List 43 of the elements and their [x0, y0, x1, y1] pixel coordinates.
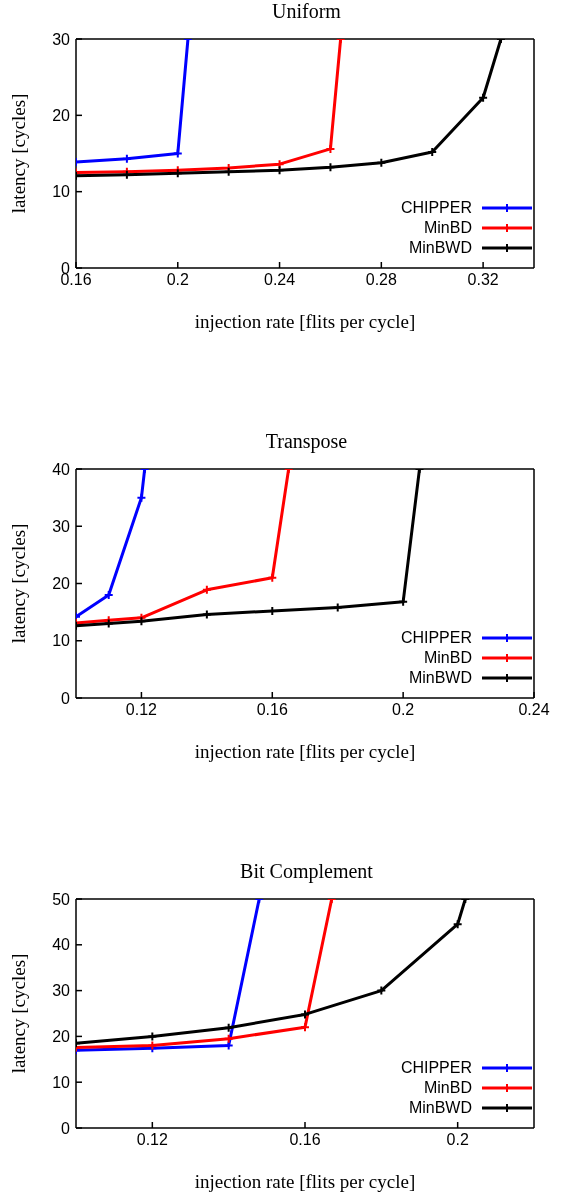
x-tick-label: 0.2 — [446, 1131, 469, 1149]
y-tick-label: 10 — [52, 183, 71, 201]
x-tick-label: 0.12 — [136, 1131, 169, 1149]
x-tick-label: 0.32 — [467, 271, 499, 289]
x-axis-title: injection rate [flits per cycle] — [194, 311, 416, 332]
legend-label: MinBWD — [408, 669, 472, 687]
legend-label: MinBWD — [408, 239, 472, 257]
y-tick-label: 40 — [52, 460, 71, 478]
chart-title: Transpose — [264, 430, 349, 455]
x-tick-label: 0.12 — [125, 701, 158, 719]
y-tick-label: 20 — [52, 1028, 71, 1046]
legend-label: CHIPPER — [400, 629, 472, 647]
legend-label: CHIPPER — [400, 1059, 472, 1077]
y-tick-label: 40 — [52, 936, 71, 954]
chart-title: Uniform — [271, 0, 342, 24]
y-tick-label: 50 — [52, 890, 71, 908]
y-axis-title: latency [cycles] — [7, 953, 29, 1074]
legend-label: MinBD — [423, 219, 472, 237]
y-tick-label: 0 — [61, 689, 71, 707]
y-tick-label: 30 — [52, 517, 71, 535]
x-axis-title: injection rate [flits per cycle] — [194, 1171, 416, 1192]
y-tick-label: 10 — [52, 1073, 71, 1091]
x-tick-label: 0.28 — [365, 271, 398, 289]
legend-label: CHIPPER — [400, 199, 472, 217]
x-tick-label: 0.16 — [256, 701, 288, 719]
x-tick-label: 0.2 — [392, 701, 415, 719]
y-tick-label: 20 — [52, 107, 71, 125]
x-axis-title: injection rate [flits per cycle] — [194, 741, 416, 762]
legend-label: MinBD — [423, 649, 472, 667]
legend-label: MinBD — [423, 1079, 472, 1097]
x-tick-label: 0.24 — [263, 271, 296, 289]
y-tick-label: 20 — [52, 575, 71, 593]
x-tick-label: 0.16 — [289, 1131, 321, 1149]
y-axis-title: latency [cycles] — [7, 93, 29, 214]
y-axis-title: latency [cycles] — [7, 523, 29, 644]
chart-title: Bit Complement — [239, 860, 374, 885]
y-tick-label: 30 — [52, 982, 71, 1000]
y-tick-label: 0 — [61, 1119, 71, 1137]
y-tick-label: 10 — [52, 632, 71, 650]
y-tick-label: 30 — [52, 30, 71, 48]
x-tick-label: 0.2 — [166, 271, 189, 289]
legend-label: MinBWD — [408, 1099, 472, 1117]
x-tick-label: 0.24 — [518, 701, 550, 719]
